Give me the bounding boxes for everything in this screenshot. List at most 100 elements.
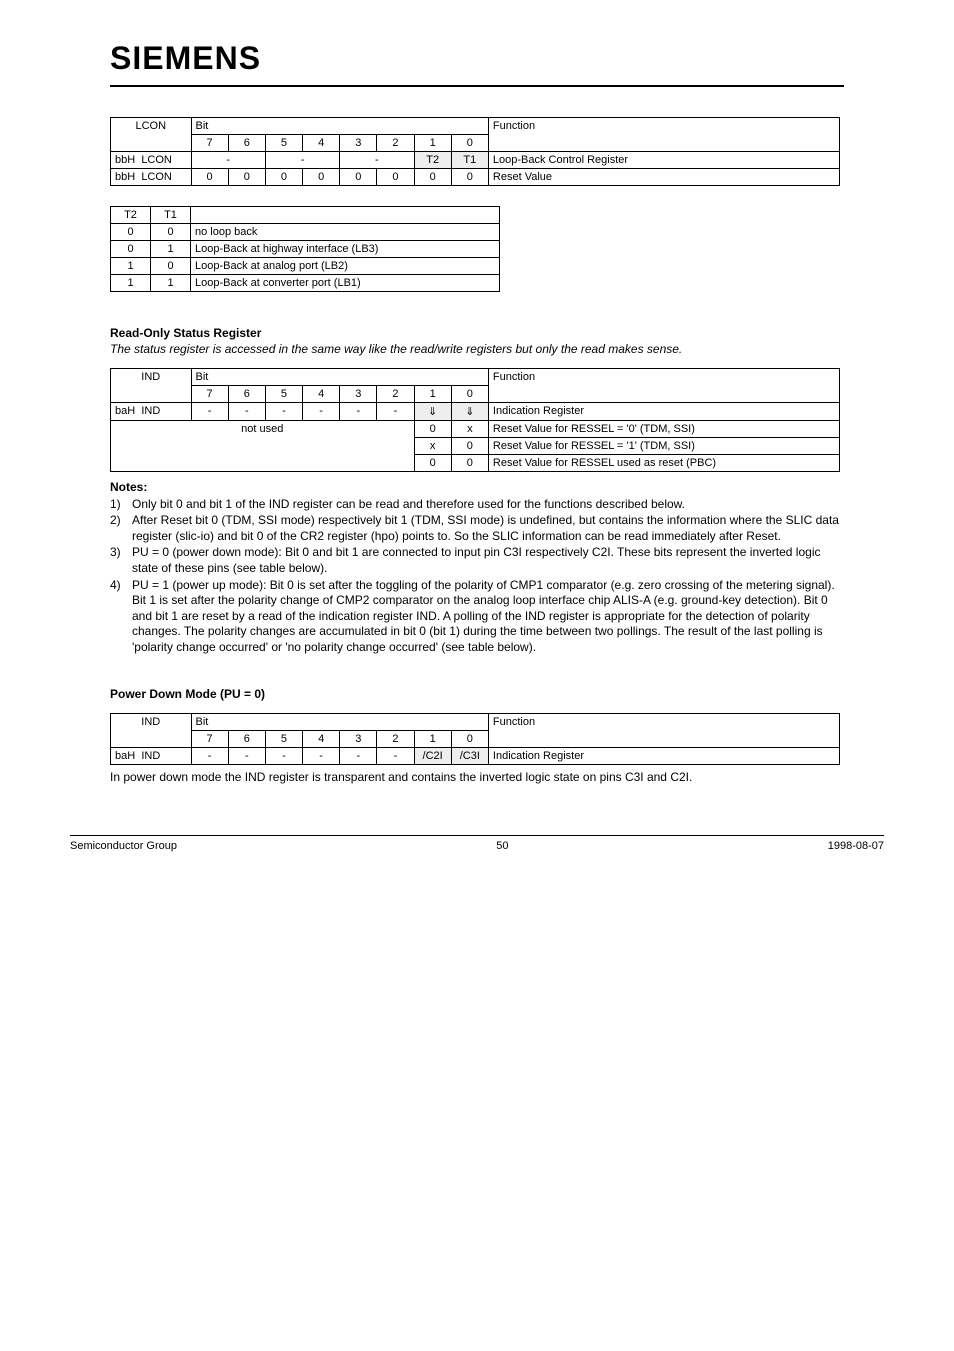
ind2-r-c0: - — [191, 747, 228, 764]
lcon-row1-c0: 0 — [191, 169, 228, 186]
lcon-table: LCON Bit Function 7 6 5 4 3 2 1 0 bbH LC… — [110, 117, 840, 186]
ind-fn-header: Function — [488, 368, 839, 402]
note-1: Only bit 0 and bit 1 of the IND register… — [132, 497, 685, 513]
lcon-row1-c2: 0 — [265, 169, 302, 186]
bit-5: 5 — [265, 135, 302, 152]
legend-r2-c0: 1 — [111, 258, 151, 275]
ind-bit-2: 2 — [377, 385, 414, 402]
footer: Semiconductor Group 50 1998-08-07 — [0, 835, 954, 852]
ind-tr2-fn: Reset Value for RESSEL used as reset (PB… — [488, 454, 839, 471]
ind2-bit-7: 7 — [191, 730, 228, 747]
ind2-bit-5: 5 — [265, 730, 302, 747]
lcon-row1-c7: 0 — [451, 169, 488, 186]
bit-3: 3 — [340, 135, 377, 152]
ind-r1-c1: - — [228, 402, 265, 420]
bit-0: 0 — [451, 135, 488, 152]
ind-r1-c5: - — [377, 402, 414, 420]
ind2-r-c1: - — [228, 747, 265, 764]
para-ind-pd: In power down mode the IND register is t… — [110, 769, 844, 785]
ind-bit-4: 4 — [303, 385, 340, 402]
ind-tr1-b1: x — [414, 437, 451, 454]
ind-bit-6: 6 — [228, 385, 265, 402]
ind-tr0-b1: 0 — [414, 420, 451, 437]
ind-r1-c0: - — [191, 402, 228, 420]
notes-heading: Notes: — [110, 480, 844, 494]
note-4-num: 4) — [110, 578, 132, 656]
legend-r0-c1: 0 — [151, 224, 191, 241]
lcon-row1-fn: Reset Value — [488, 169, 839, 186]
bit-4: 4 — [303, 135, 340, 152]
section1-desc: The status register is accessed in the s… — [110, 342, 844, 358]
legend-r1-c0: 0 — [111, 241, 151, 258]
lcon-row0-c6: T2 — [414, 152, 451, 169]
footer-page: 50 — [496, 840, 508, 852]
note-3: PU = 0 (power down mode): Bit 0 and bit … — [132, 545, 844, 576]
ind-pd-table: IND Bit Function 7 6 5 4 3 2 1 0 baH IND… — [110, 713, 840, 765]
legend-r1-c1: 1 — [151, 241, 191, 258]
legend-r2-c1: 0 — [151, 258, 191, 275]
footer-left: Semiconductor Group — [70, 840, 177, 852]
ind-r1-c7: ⇓ — [451, 402, 488, 420]
ind-bit-5: 5 — [265, 385, 302, 402]
bit-2: 2 — [377, 135, 414, 152]
ind2-r-c7: /C3I — [451, 747, 488, 764]
legend-hd-t1: T1 — [151, 207, 191, 224]
lcon-row0-fn: Loop-Back Control Register — [488, 152, 839, 169]
ind2-r-c5: - — [377, 747, 414, 764]
ind2-r-c6: /C2I — [414, 747, 451, 764]
lcon-row0-c1: - — [265, 152, 339, 169]
legend-r2-desc: Loop-Back at analog port (LB2) — [191, 258, 500, 275]
ind-table: IND Bit Function 7 6 5 4 3 2 1 0 baH IND… — [110, 368, 840, 472]
ind-bit-7: 7 — [191, 385, 228, 402]
note-1-num: 1) — [110, 497, 132, 513]
ind2-group-label: IND — [111, 713, 192, 747]
lcon-row1-c5: 0 — [377, 169, 414, 186]
ind-r1-c3: - — [303, 402, 340, 420]
lcon-group-label: LCON — [111, 118, 192, 152]
note-4: PU = 1 (power up mode): Bit 0 is set aft… — [132, 578, 844, 656]
ind-tr2-b1: 0 — [414, 454, 451, 471]
ind2-bit-0: 0 — [451, 730, 488, 747]
legend-hd-desc — [191, 207, 500, 224]
ind-r1-c4: - — [340, 402, 377, 420]
ind-tr1-fn: Reset Value for RESSEL = '1' (TDM, SSI) — [488, 437, 839, 454]
ind2-row-addr: baH IND — [111, 747, 192, 764]
ind-bit-0: 0 — [451, 385, 488, 402]
ind-r1-fn: Indication Register — [488, 402, 839, 420]
ind2-bit-6: 6 — [228, 730, 265, 747]
ind2-r-c2: - — [265, 747, 302, 764]
lcon-row0-c7: T1 — [451, 152, 488, 169]
ind-bit-3: 3 — [340, 385, 377, 402]
ind-tr2-b0: 0 — [451, 454, 488, 471]
ind2-bit-4: 4 — [303, 730, 340, 747]
bit-6: 6 — [228, 135, 265, 152]
legend-r3-c1: 1 — [151, 275, 191, 292]
ind-r1-c6: ⇓ — [414, 402, 451, 420]
ind2-bit-1: 1 — [414, 730, 451, 747]
lcon-row1-addr: bbH LCON — [111, 169, 192, 186]
legend-r1-desc: Loop-Back at highway interface (LB3) — [191, 241, 500, 258]
bit-1: 1 — [414, 135, 451, 152]
legend-r0-desc: no loop back — [191, 224, 500, 241]
lcon-row0-c0: - — [191, 152, 265, 169]
legend-r3-c0: 1 — [111, 275, 151, 292]
ind-group-label: IND — [111, 368, 192, 402]
note-2: After Reset bit 0 (TDM, SSI mode) respec… — [132, 513, 844, 544]
ind2-fn-header: Function — [488, 713, 839, 747]
bit-7: 7 — [191, 135, 228, 152]
lcon-row0-c2: - — [340, 152, 414, 169]
lcon-legend-table: T2 T1 0 0 no loop back 0 1 Loop-Back at … — [110, 206, 500, 292]
ind-bit-1: 1 — [414, 385, 451, 402]
ind-tr1-b0: 0 — [451, 437, 488, 454]
section1-title: Read-Only Status Register — [110, 326, 844, 340]
ind-notused: not used — [111, 420, 415, 471]
lcon-row1-c1: 0 — [228, 169, 265, 186]
ind-row-addr: baH IND — [111, 402, 192, 420]
ind-r1-c2: - — [265, 402, 302, 420]
bits-label: Bit — [191, 118, 488, 135]
ind-tr0-fn: Reset Value for RESSEL = '0' (TDM, SSI) — [488, 420, 839, 437]
note-2-num: 2) — [110, 513, 132, 544]
legend-r3-desc: Loop-Back at converter port (LB1) — [191, 275, 500, 292]
note-3-num: 3) — [110, 545, 132, 576]
ind2-r-c3: - — [303, 747, 340, 764]
